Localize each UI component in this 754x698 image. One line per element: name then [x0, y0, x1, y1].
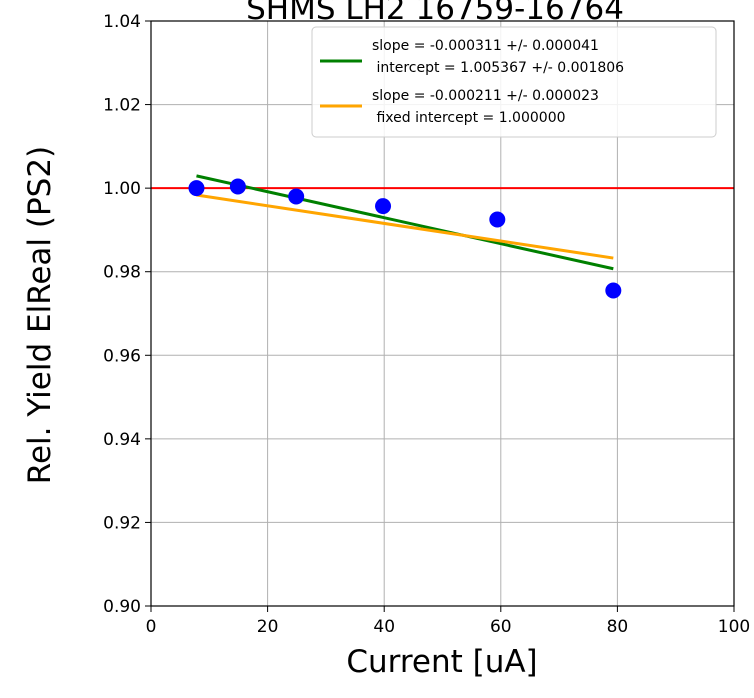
data-point — [375, 198, 392, 215]
fit-lines — [196, 174, 614, 271]
legend-fit-2-line-1: slope = -0.000211 +/- 0.000023 — [372, 88, 599, 104]
x-axis-ticks: 0 20 40 60 80 100 — [146, 606, 750, 637]
error-bars — [195, 182, 615, 296]
x-tick-label: 100 — [718, 617, 750, 637]
legend-box — [311, 26, 717, 138]
plot-frame — [150, 20, 735, 607]
x-tick-label: 60 — [490, 617, 512, 637]
legend-fit-1-line-2: intercept = 1.005367 +/- 0.001806 — [372, 60, 624, 76]
legend-fit-2-line-2: fixed intercept = 1.000000 — [372, 110, 566, 126]
y-tick-label: 0.90 — [103, 597, 141, 617]
y-tick-label: 0.94 — [103, 430, 141, 450]
y-tick-label: 1.02 — [103, 96, 141, 116]
y-axis-ticks: 0.90 0.92 0.94 0.96 0.98 1.00 1.02 1.04 — [103, 12, 151, 617]
x-tick-label: 40 — [373, 617, 395, 637]
data-point — [288, 188, 305, 205]
data-point — [605, 282, 622, 299]
fit-line-2 — [196, 193, 614, 260]
y-tick-label: 0.92 — [103, 513, 141, 533]
y-tick-label: 0.96 — [103, 346, 141, 366]
x-tick-label: 80 — [607, 617, 629, 637]
y-tick-label: 0.98 — [103, 263, 141, 283]
data-points — [188, 178, 622, 299]
chart-title: SHMS LH2 16759-16764 — [246, 0, 624, 27]
x-tick-label: 0 — [146, 617, 157, 637]
legend-fit-1-line-1: slope = -0.000311 +/- 0.000041 — [372, 38, 599, 54]
x-axis-title: Current [uA] — [346, 644, 537, 680]
data-point — [229, 178, 246, 195]
x-tick-label: 20 — [257, 617, 279, 637]
fit-line-1 — [196, 174, 614, 271]
legend: slope = -0.000311 +/- 0.000041 intercept… — [311, 26, 717, 138]
data-point — [188, 180, 205, 197]
y-tick-label: 1.00 — [103, 179, 141, 199]
data-point — [489, 211, 506, 228]
y-tick-label: 1.04 — [103, 12, 141, 32]
y-axis-title: Rel. Yield ElReal (PS2) — [22, 146, 58, 484]
